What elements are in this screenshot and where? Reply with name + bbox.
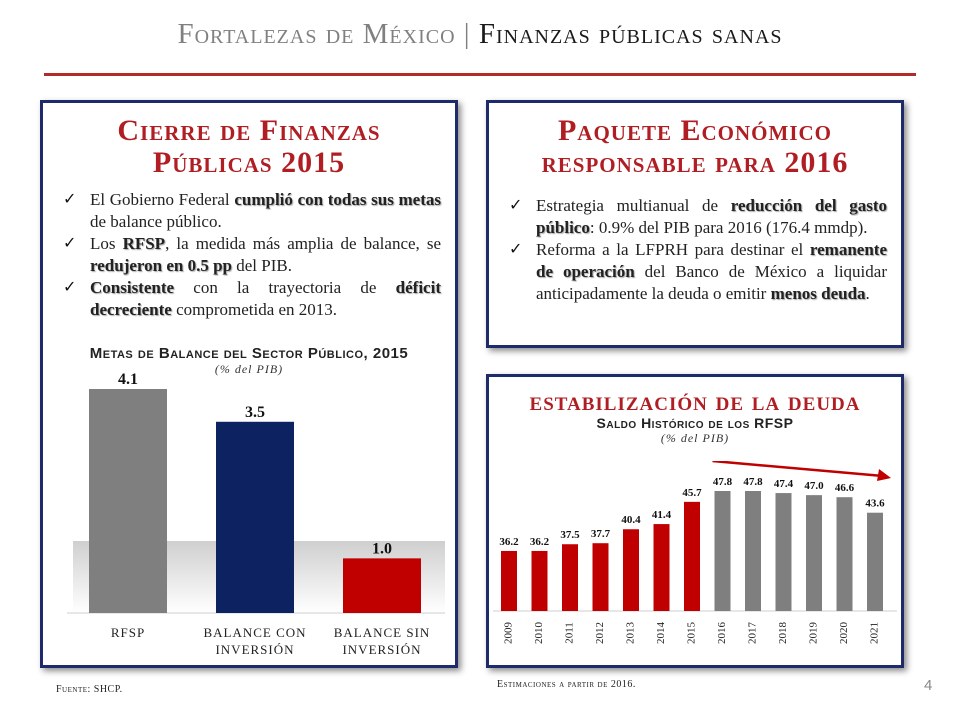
data-label: 4.1 [118,373,138,388]
bullet-item: ✓ El Gobierno Federal cumplió con todas s… [63,190,441,231]
category-label: 2021 [869,622,881,644]
bar [501,550,517,611]
panel-estabilizacion-deuda: estabilización de la deuda Saldo Históri… [486,374,904,668]
category-label: 2019 [808,622,820,645]
data-label: 47.0 [804,480,824,492]
category-label: BALANCE SIN [334,625,431,640]
bar [562,544,578,611]
data-label: 1.0 [372,540,392,557]
category-label: 2016 [716,622,728,645]
data-label: 43.6 [865,498,885,510]
bullet-item: ✓ Los RFSP, la medida más amplia de balan… [63,234,442,275]
title-rule [44,73,916,76]
category-label: RFSP [111,625,145,640]
chart-title: Saldo Histórico de los RFSP [596,415,794,431]
check-icon: ✓ [63,235,77,252]
data-label: 36.2 [530,536,550,548]
panel-cierre-finanzas: Cierre de Finanzas Públicas 2015 ✓ El Gob… [40,100,458,668]
check-icon: ✓ [509,197,523,214]
category-label: INVERSIÓN [342,642,421,657]
bar [89,389,167,613]
panel-heading: estabilización de la deuda [529,386,861,416]
category-label: 2013 [625,622,637,645]
source-note: Fuente: SHCP. [56,684,123,695]
bar [623,529,639,611]
page-title: Fortalezas de México | Finanzas públicas… [0,18,960,51]
balance-bar-chart: 4.1 RFSP 3.5 BALANCE CON INVERSIÓN 1.0 BALANCE… [67,373,445,657]
category-label: BALANCE CON [203,625,306,640]
data-label: 40.4 [621,514,641,526]
chart-title: Metas de Balance del Sector Público, 201… [89,345,409,362]
category-label: 2009 [503,622,515,645]
bar [714,491,731,611]
category-label: 2011 [564,622,576,644]
check-icon: ✓ [63,279,77,296]
title-part1: Fortalezas de México [177,18,456,50]
data-label: 36.2 [499,536,519,548]
chart-subtitle: (% del PIB) [660,431,730,445]
panel-heading: Paquete Económico responsable para 2016 [489,115,901,179]
data-label: 47.4 [774,478,794,490]
arrow-head-icon [877,469,891,481]
bullet-item: ✓ Estrategia multianual de reducción del … [509,196,888,237]
category-label: 2015 [686,622,698,645]
bar [867,512,883,611]
heading-line2: responsable para 2016 [541,146,849,179]
bar [531,550,548,611]
bullet-list: ✓ El Gobierno Federal cumplió con todas s… [63,189,441,321]
bar [775,493,792,611]
heading-line2: Públicas 2015 [152,146,346,179]
rfsp-history-bar-chart: 36.2 2009 36.2 2010 37.5 2011 37.7 2012 40.4 2013… [493,461,897,645]
bar [653,524,670,611]
page-number: 4 [924,677,933,694]
category-label: 2018 [777,622,789,645]
data-label: 47.8 [743,476,763,488]
bar [806,495,822,611]
heading-line1: Cierre de Finanzas [117,114,381,147]
category-label: INVERSIÓN [215,642,294,657]
bar [216,421,294,613]
heading-line1: Paquete Económico [557,114,832,147]
data-label: 45.7 [682,487,702,499]
data-label: 41.4 [652,509,672,521]
estimation-note: Estimaciones a partir de 2016. [497,679,636,690]
check-icon: ✓ [63,191,77,208]
panel-paquete-economico: Paquete Económico responsable para 2016 … [486,100,904,348]
bullet-list: ✓ Estrategia multianual de reducción del … [509,195,887,305]
data-label: 37.5 [560,529,580,541]
bar [745,491,761,611]
panel-heading: Cierre de Finanzas Públicas 2015 [43,115,455,179]
category-label: 2010 [533,622,545,645]
category-label: 2017 [747,622,759,645]
bar [592,543,609,611]
data-label: 46.6 [835,482,855,494]
bar [684,501,700,611]
chart-subtitle: (% del PIB) [214,362,284,376]
bar [343,558,421,613]
category-label: 2014 [655,622,667,645]
title-separator: | [463,18,471,50]
check-icon: ✓ [509,241,523,258]
bullet-item: ✓ Reforma a la LFPRH para destinar el rem… [509,240,887,303]
trend-arrow [712,461,884,478]
bullet-item: ✓ Consistente con la trayectoria de défic… [63,278,441,319]
bar [836,497,853,611]
category-label: 2020 [838,622,850,645]
data-label: 37.7 [591,528,611,540]
data-label: 47.8 [713,476,733,488]
category-label: 2012 [594,622,606,644]
title-part2: Finanzas públicas sanas [478,18,783,50]
data-label: 3.5 [245,404,265,421]
